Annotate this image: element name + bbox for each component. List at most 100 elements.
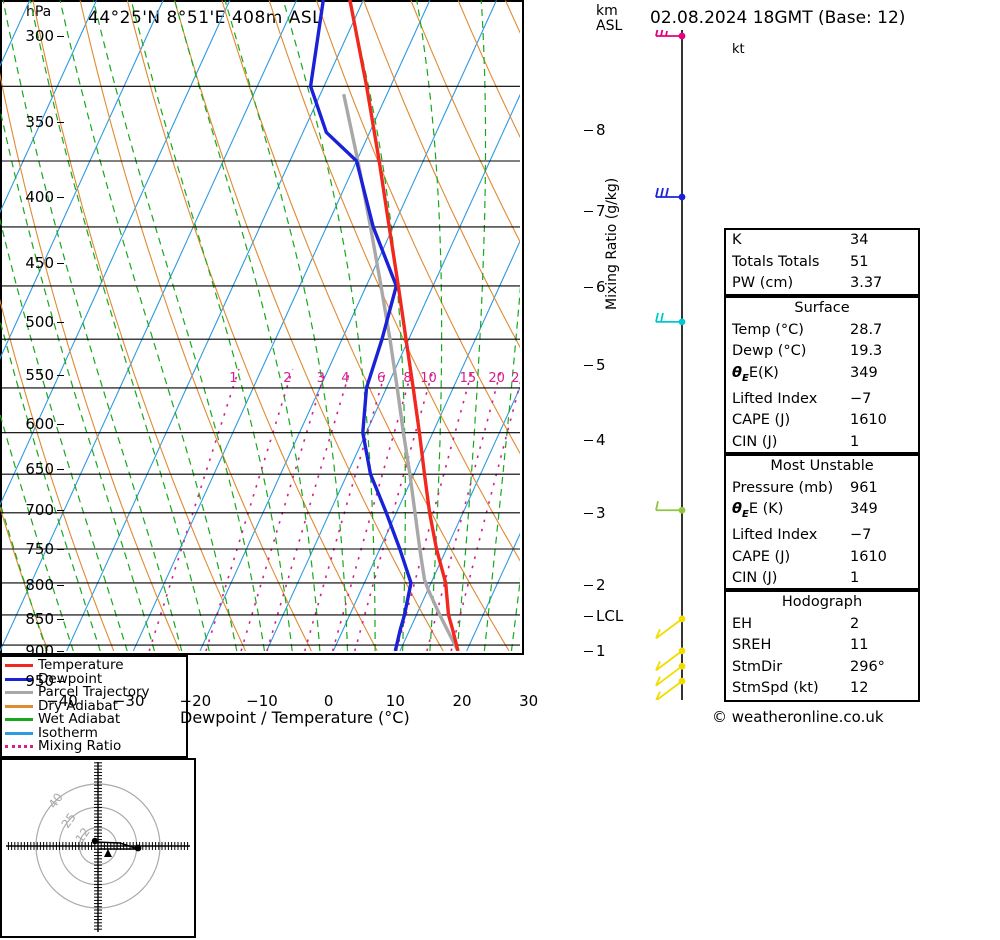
height-tick-label: 5: [596, 355, 606, 374]
pressure-unit-label: hPa: [26, 4, 52, 20]
height-tick-label: 8: [596, 121, 606, 140]
dry-adiabat-line: [504, 0, 520, 34]
stat-name: Lifted Index: [732, 390, 818, 407]
wind-barb-feather: [655, 629, 661, 639]
pressure-tick: [57, 681, 64, 683]
pressure-tick: [57, 510, 64, 512]
stat-name: PW (cm): [732, 275, 794, 291]
pressure-tick-label: 650: [25, 459, 54, 478]
hodograph-stats-panel: Hodograph EH 2 SREH 11 StmDir 296° StmSpd (kt) 1…: [724, 590, 920, 702]
mixing-ratio-label: 3: [317, 371, 325, 386]
stat-row: EH 2: [726, 614, 918, 636]
dry-adiabat-line: [268, 0, 520, 562]
legend-swatch: [5, 718, 33, 722]
pressure-tick: [57, 321, 64, 323]
page-title: 44°25'N 8°51'E 408m ASL: [88, 8, 323, 28]
legend-label: Mixing Ratio: [38, 738, 122, 754]
wind-barb-feather: [655, 501, 659, 511]
stat-row: Totals Totals 51: [726, 252, 918, 274]
stat-value: 1: [850, 433, 860, 450]
pressure-tick-label: 450: [25, 253, 54, 272]
pressure-tick: [57, 375, 64, 377]
height-tick-label: 2: [596, 575, 606, 594]
wet-adiabat-line: [483, 285, 520, 651]
height-tick-label: 1: [596, 641, 606, 660]
stat-name: CAPE (J): [732, 412, 791, 429]
wet-adiabat-line: [282, 0, 376, 651]
hodograph-point: [134, 844, 142, 851]
pressure-tick-label: 350: [25, 113, 54, 132]
temperature-tick-label: −40: [46, 692, 78, 710]
stat-name: CIN (J): [732, 433, 778, 450]
stat-name: StmSpd (kt): [732, 680, 819, 696]
height-tick-label: 4: [596, 430, 606, 449]
height-tick: [584, 364, 593, 366]
legend-swatch: [5, 731, 33, 735]
pressure-tick-label: 800: [25, 575, 54, 594]
height-tick: [584, 615, 593, 617]
stat-value: 296°: [850, 658, 885, 675]
stat-row: CIN (J) 1: [726, 432, 918, 454]
isotherm-line: [332, 239, 520, 651]
wind-barb-feather: [660, 26, 664, 37]
wet-adiabat-line: [59, 0, 238, 651]
pressure-tick-label: 700: [25, 501, 54, 520]
stat-row: K 34: [726, 230, 918, 252]
isotherm-line: [466, 532, 520, 651]
height-unit-line2: ASL: [596, 18, 623, 34]
stat-name: EH: [732, 615, 753, 632]
stat-value: 3.37: [850, 275, 883, 291]
stat-row: CAPE (J) 1610: [726, 410, 918, 432]
legend: Temperature Dewpoint Parcel Trajectory Dry …: [0, 655, 188, 758]
height-tick: [584, 584, 593, 586]
mixing-ratio-label: 25: [511, 371, 520, 386]
mixing-ratio-line: [354, 368, 435, 651]
pressure-tick-label: 950: [25, 672, 54, 691]
legend-item: Dry Adiabat: [5, 699, 183, 714]
legend-item: Dewpoint: [5, 670, 183, 687]
isotherm-line: [0, 0, 231, 506]
wind-barb: [655, 26, 686, 40]
mixing-ratio-label: 4: [341, 371, 349, 386]
pressure-tick-label: 600: [25, 414, 54, 433]
legend-label: Dewpoint: [38, 670, 103, 687]
wet-adiabat-line: [2, 0, 183, 651]
stat-value: 11: [850, 637, 869, 653]
mixing-ratio-label: 8: [403, 371, 411, 386]
wet-adiabat-line: [416, 0, 443, 651]
stat-row: StmSpd (kt) 12: [726, 678, 918, 700]
stat-row: CAPE (J) 1610: [726, 547, 918, 569]
height-tick-label: 6: [596, 278, 606, 297]
pressure-tick: [57, 36, 64, 37]
wet-adiabat-line: [130, 0, 293, 651]
pressure-tick-label: 850: [25, 609, 54, 628]
legend-label: Isotherm: [38, 724, 98, 741]
wind-barb-feather: [655, 676, 661, 687]
wet-adiabat-line: [0, 106, 155, 651]
mixing-ratio-label: 15: [460, 371, 477, 386]
stat-row: θEE(K) 349: [726, 363, 918, 389]
most-unstable-panel: Most Unstable Pressure (mb) 961 θEE (K) 349 L…: [724, 454, 920, 590]
wind-barb-feather: [655, 312, 659, 323]
isotherm-line: [399, 386, 520, 651]
temperature-tick-label: −30: [112, 692, 145, 710]
legend-item: Temperature: [5, 658, 183, 673]
pressure-tick: [57, 650, 64, 652]
legend-item: Isotherm: [5, 724, 183, 741]
stat-value: 349: [850, 501, 878, 517]
legend-label: Parcel Trajectory: [38, 684, 150, 700]
height-tick: [584, 650, 593, 652]
mixing-ratio-line: [426, 368, 503, 651]
height-tick: [584, 287, 593, 289]
height-tick-label: 3: [596, 503, 606, 522]
skewt-canvas: 1 2 3 4 6 8 10 15 20 25: [0, 0, 520, 651]
legend-swatch: [5, 704, 33, 708]
wind-barb-feather: [660, 187, 664, 198]
stat-value: 349: [850, 364, 878, 381]
dry-adiabat-line: [410, 0, 520, 243]
mixing-ratio-line: [205, 368, 294, 651]
mixing-ratio-line: [450, 381, 520, 651]
stat-value: −7: [850, 527, 872, 544]
wet-adiabat-line: [347, 0, 406, 651]
